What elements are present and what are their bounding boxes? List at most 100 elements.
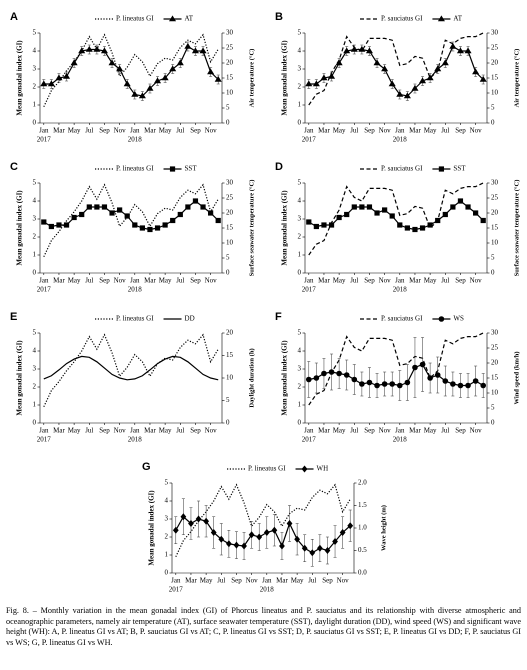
series-line — [43, 200, 219, 231]
y-tick-label: 0 — [298, 119, 302, 127]
marker — [396, 90, 404, 97]
y-tick-label: 0 — [226, 269, 230, 277]
y2-axis-title: Wave height (m) — [380, 505, 387, 551]
marker — [200, 204, 206, 210]
y-tick-label: 5 — [226, 396, 230, 404]
x-tick-label: May — [159, 427, 172, 435]
marker — [47, 80, 55, 87]
y-tick-label: 20 — [491, 359, 499, 367]
marker — [117, 207, 123, 213]
marker — [336, 214, 342, 221]
y-tick-label: 3 — [33, 215, 37, 223]
y-tick-label: 5 — [165, 479, 169, 487]
marker — [71, 214, 77, 221]
marker — [195, 515, 202, 523]
y2-axis-title: Wind speed (km/h) — [513, 352, 520, 405]
legend-label: WS — [453, 315, 464, 323]
y-axis-title: Mean gonadal index (GI) — [281, 40, 289, 116]
x-tick-label: May — [200, 577, 213, 585]
marker — [450, 204, 456, 210]
marker — [192, 198, 199, 204]
y-tick-label: 2 — [33, 233, 37, 241]
y-tick-label: 3 — [33, 65, 37, 73]
y-tick-label: 3 — [165, 515, 169, 523]
y-tick-label: 1 — [33, 401, 37, 409]
x-tick-label: Jan — [395, 277, 405, 285]
marker — [472, 68, 480, 75]
y-tick-label: 2 — [33, 383, 37, 391]
y-tick-label: 0 — [33, 119, 37, 127]
y-tick-label: 0 — [33, 419, 37, 427]
y-tick-label: 5 — [491, 104, 495, 112]
x-tick-label: Jul — [85, 127, 93, 135]
marker — [169, 65, 177, 72]
y-tick-label: 0 — [226, 119, 230, 127]
y-tick-label: 4 — [298, 197, 302, 205]
y-tick-label: 30 — [491, 329, 499, 337]
marker — [301, 544, 308, 552]
marker — [404, 225, 410, 231]
panel: C 0 1 2 3 4 5 0 5 10 15 20 25 30 Mean gonadal index (G… — [10, 161, 255, 294]
y-tick-label: 3 — [33, 365, 37, 373]
x-tick-label: Mar — [409, 127, 421, 135]
marker — [207, 68, 215, 75]
marker — [382, 207, 388, 213]
marker — [366, 204, 373, 210]
legend-label: AT — [453, 15, 462, 23]
marker — [449, 42, 457, 49]
year-label: 2018 — [128, 436, 143, 444]
marker — [203, 517, 210, 525]
y-tick-label: 20 — [226, 59, 234, 67]
marker — [177, 211, 183, 218]
x-tick-label: Nov — [379, 427, 392, 435]
y-tick-label: 15 — [226, 224, 234, 232]
y-tick-label: 20 — [226, 329, 234, 337]
marker — [412, 226, 418, 233]
x-tick-label: Jul — [350, 277, 358, 285]
legend-label: P. lineatus GI — [116, 315, 154, 323]
x-tick-label: Jul — [176, 277, 184, 285]
y-tick-label: 30 — [491, 179, 499, 187]
marker — [336, 370, 342, 377]
x-tick-label: May — [424, 427, 437, 435]
y-tick-label: 0 — [33, 269, 37, 277]
y-tick-label: 1 — [33, 101, 37, 109]
x-tick-label: Sep — [322, 577, 333, 585]
y-tick-label: 5 — [491, 254, 495, 262]
x-tick-label: Jan — [395, 127, 405, 135]
x-tick-label: Nov — [114, 277, 127, 285]
y-tick-label: 5 — [226, 254, 230, 262]
marker — [388, 80, 396, 87]
marker — [233, 541, 240, 549]
marker — [332, 538, 338, 545]
y-tick-label: 4 — [165, 497, 169, 505]
year-label: 2018 — [128, 136, 143, 144]
marker — [365, 47, 373, 54]
y2-axis-title: Air temperature (°C) — [248, 49, 255, 108]
panel-label: G — [142, 461, 151, 473]
year-label: 2018 — [128, 286, 143, 294]
y-tick-label: 25 — [491, 44, 499, 52]
marker — [427, 375, 433, 381]
y-tick-label: 25 — [226, 44, 234, 52]
x-tick-label: Jul — [308, 577, 316, 585]
y-axis-title: Mean gonadal index (GI) — [16, 340, 24, 416]
y-tick-label: 4 — [33, 197, 37, 205]
panel: E 0 1 2 3 4 5 0 5 10 15 20 Mean gonadal index (GI) Da… — [10, 311, 255, 444]
marker — [85, 45, 93, 52]
marker — [162, 222, 168, 228]
x-tick-label: Jul — [350, 427, 358, 435]
marker — [208, 210, 214, 216]
y-tick-label: 15 — [491, 74, 499, 82]
y2-axis-title: Surface seawater temperature (°C) — [248, 180, 255, 277]
legend-label: SST — [185, 165, 198, 173]
x-tick-label: May — [68, 427, 81, 435]
marker — [170, 217, 176, 224]
year-label: 2018 — [393, 136, 408, 144]
marker — [464, 47, 472, 54]
y-tick-label: 25 — [491, 194, 499, 202]
y-tick-label: 25 — [226, 194, 234, 202]
y-tick-label: 4 — [33, 47, 37, 55]
marker — [403, 92, 411, 99]
